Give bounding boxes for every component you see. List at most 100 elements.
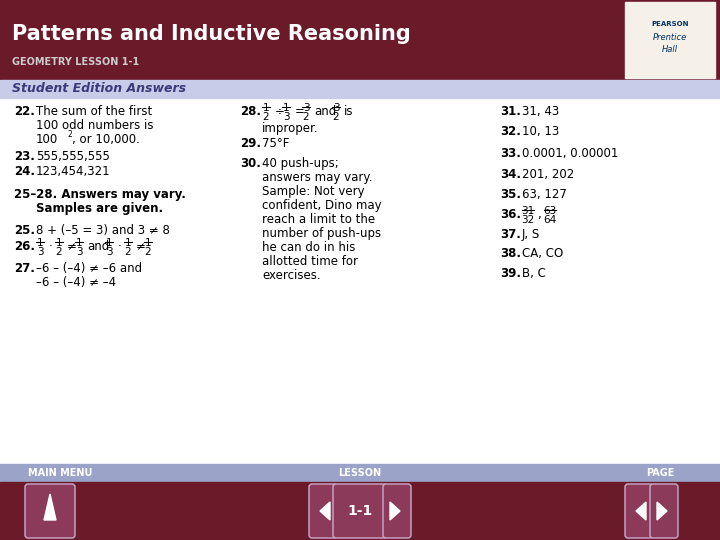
Text: 3: 3 <box>302 103 310 113</box>
Text: 22.: 22. <box>14 105 35 118</box>
FancyBboxPatch shape <box>25 484 75 538</box>
Text: Sample: Not very: Sample: Not very <box>262 185 364 198</box>
Text: 40 push-ups;: 40 push-ups; <box>262 157 338 170</box>
Text: 31, 43: 31, 43 <box>522 105 559 118</box>
Bar <box>0 0 720 80</box>
Text: and: and <box>314 105 336 118</box>
Text: 1: 1 <box>106 238 112 248</box>
Text: 2: 2 <box>333 112 339 122</box>
Text: 29.: 29. <box>240 137 261 150</box>
Text: 100 odd numbers is: 100 odd numbers is <box>36 119 153 132</box>
FancyBboxPatch shape <box>383 484 411 538</box>
Text: 1: 1 <box>263 103 269 113</box>
Polygon shape <box>320 502 330 520</box>
Text: Prentice: Prentice <box>653 32 687 42</box>
Text: reach a limit to the: reach a limit to the <box>262 213 375 226</box>
Text: –6 – (–4) ≠ –6 and: –6 – (–4) ≠ –6 and <box>36 262 142 275</box>
Text: PEARSON: PEARSON <box>652 21 689 27</box>
Text: 1-1: 1-1 <box>347 504 373 518</box>
Text: 31.: 31. <box>500 105 521 118</box>
Text: 28.: 28. <box>240 105 261 118</box>
Bar <box>0 464 720 482</box>
Bar <box>625 2 715 78</box>
Text: 25.: 25. <box>14 224 35 237</box>
Text: B, C: B, C <box>522 267 546 280</box>
Polygon shape <box>390 502 400 520</box>
Text: Hall: Hall <box>662 44 678 53</box>
Text: and: and <box>87 240 109 253</box>
Text: 2: 2 <box>55 247 63 257</box>
Text: 3: 3 <box>283 112 289 122</box>
Text: is: is <box>344 105 354 118</box>
Text: 25–28. Answers may vary.: 25–28. Answers may vary. <box>14 188 186 201</box>
FancyBboxPatch shape <box>309 484 337 538</box>
Text: 2: 2 <box>67 130 72 139</box>
Text: 35.: 35. <box>500 188 521 201</box>
Text: –6 – (–4) ≠ –4: –6 – (–4) ≠ –4 <box>36 276 116 289</box>
Text: 27.: 27. <box>14 262 35 275</box>
Text: 2: 2 <box>263 112 269 122</box>
Polygon shape <box>636 502 646 520</box>
Text: ÷: ÷ <box>275 105 285 118</box>
Text: 555,555,555: 555,555,555 <box>36 150 110 163</box>
Text: 8 + (–5 = 3) and 3 ≠ 8: 8 + (–5 = 3) and 3 ≠ 8 <box>36 224 170 237</box>
Text: 3: 3 <box>76 247 82 257</box>
Text: 1: 1 <box>283 103 289 113</box>
Text: 26.: 26. <box>14 240 35 253</box>
Text: Patterns and Inductive Reasoning: Patterns and Inductive Reasoning <box>12 24 410 44</box>
Text: The sum of the first: The sum of the first <box>36 105 152 118</box>
Text: 39.: 39. <box>500 267 521 280</box>
Text: ≠: ≠ <box>67 240 77 253</box>
Text: 10, 13: 10, 13 <box>522 125 559 138</box>
Text: ,: , <box>537 208 541 221</box>
Text: 32: 32 <box>521 215 535 225</box>
Text: 2: 2 <box>125 247 131 257</box>
Text: 100: 100 <box>36 133 58 146</box>
Text: 75°F: 75°F <box>262 137 289 150</box>
Text: 37.: 37. <box>500 228 521 241</box>
Text: ·: · <box>49 240 53 253</box>
Text: 30.: 30. <box>240 157 261 170</box>
FancyBboxPatch shape <box>333 484 387 538</box>
Text: 2: 2 <box>145 247 151 257</box>
Text: 38.: 38. <box>500 247 521 260</box>
Text: 3: 3 <box>333 103 339 113</box>
Text: 36.: 36. <box>500 208 521 221</box>
Text: allotted time for: allotted time for <box>262 255 358 268</box>
Text: =: = <box>295 105 305 118</box>
Bar <box>0 80 720 98</box>
Text: 0.0001, 0.00001: 0.0001, 0.00001 <box>522 147 618 160</box>
Text: LESSON: LESSON <box>338 468 382 478</box>
Text: exercises.: exercises. <box>262 269 320 282</box>
Bar <box>0 482 720 540</box>
Text: 1: 1 <box>55 238 63 248</box>
Text: 2: 2 <box>302 112 310 122</box>
Text: 63, 127: 63, 127 <box>522 188 567 201</box>
Text: confident, Dino may: confident, Dino may <box>262 199 382 212</box>
Text: number of push-ups: number of push-ups <box>262 227 381 240</box>
Text: 1: 1 <box>125 238 131 248</box>
Text: 3: 3 <box>106 247 112 257</box>
Text: 24.: 24. <box>14 165 35 178</box>
Text: he can do in his: he can do in his <box>262 241 356 254</box>
Text: ·: · <box>118 240 122 253</box>
Text: ≠: ≠ <box>136 240 146 253</box>
Text: 23.: 23. <box>14 150 35 163</box>
Text: , or 10,000.: , or 10,000. <box>72 133 140 146</box>
Text: 1: 1 <box>145 238 151 248</box>
Text: 63: 63 <box>544 206 557 216</box>
Text: MAIN MENU: MAIN MENU <box>28 468 92 478</box>
Text: 34.: 34. <box>500 168 521 181</box>
Text: 1: 1 <box>76 238 82 248</box>
Text: CA, CO: CA, CO <box>522 247 563 260</box>
Text: 3: 3 <box>37 247 43 257</box>
Text: 64: 64 <box>544 215 557 225</box>
Text: PAGE: PAGE <box>646 468 674 478</box>
Text: 31: 31 <box>521 206 535 216</box>
FancyBboxPatch shape <box>625 484 653 538</box>
Text: 201, 202: 201, 202 <box>522 168 575 181</box>
Text: 33.: 33. <box>500 147 521 160</box>
Text: 32.: 32. <box>500 125 521 138</box>
Text: GEOMETRY LESSON 1-1: GEOMETRY LESSON 1-1 <box>12 57 139 67</box>
FancyBboxPatch shape <box>650 484 678 538</box>
